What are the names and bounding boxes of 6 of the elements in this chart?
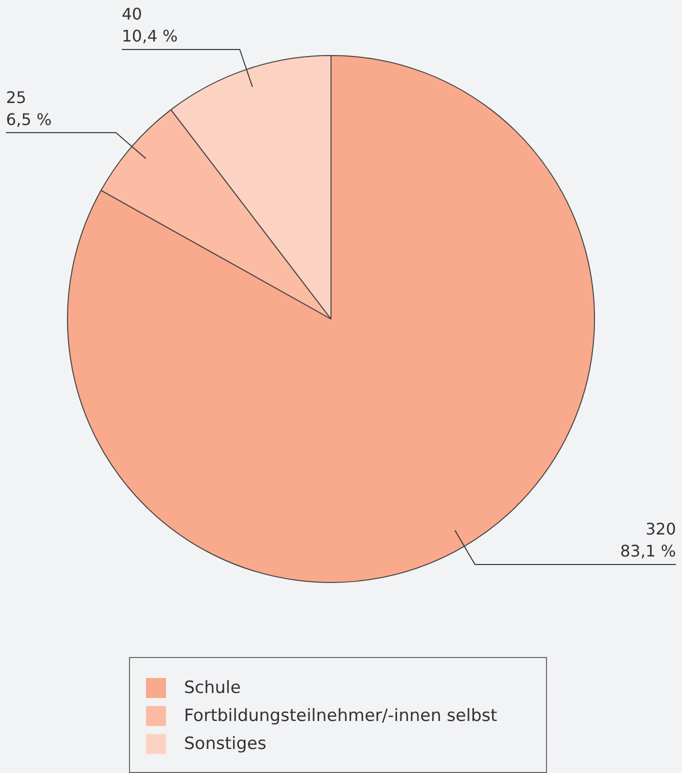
legend-label: Fortbildungsteilnehmer/-innen selbst [184,706,498,726]
legend-label: Sonstiges [184,734,266,754]
data-label: 40 10,4 % [122,4,178,46]
data-label: 25 6,5 % [6,88,52,129]
data-label: 320 83,1 % [620,520,676,561]
legend-label: Schule [184,678,241,698]
